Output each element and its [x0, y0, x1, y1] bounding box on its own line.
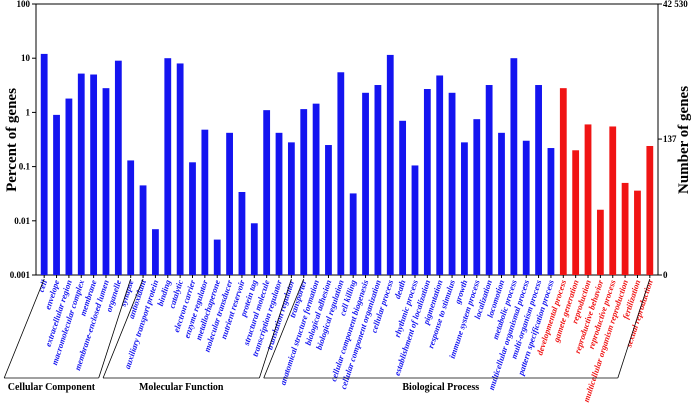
bar — [40, 53, 48, 276]
y-left-tick-label: 100 — [17, 0, 31, 9]
bar — [621, 182, 629, 275]
bar — [584, 124, 592, 276]
bar — [275, 132, 283, 275]
group-bracket-left — [263, 278, 305, 379]
y-axis-left-title: Percent of genes — [4, 88, 20, 192]
bar — [423, 89, 431, 275]
bar — [473, 119, 481, 275]
group-labels: Cellular Component Molecular Function Biol… — [3, 278, 651, 393]
bar — [386, 54, 394, 276]
group-label: Molecular Function — [139, 382, 224, 393]
bars — [40, 53, 654, 276]
bar — [535, 85, 542, 275]
bar — [139, 185, 147, 275]
group-bracket-right — [98, 278, 132, 379]
bar — [213, 239, 221, 275]
bar — [201, 129, 209, 275]
bar — [189, 162, 196, 275]
bar — [362, 92, 369, 276]
bar — [77, 73, 85, 275]
bar — [300, 109, 308, 276]
bar — [127, 160, 135, 275]
group-bracket-left — [3, 278, 45, 379]
bar — [287, 142, 295, 275]
bar — [65, 98, 73, 275]
bar — [522, 140, 530, 275]
y-right-tick-label: 42 530 — [663, 0, 688, 9]
group-label: Biological Process — [402, 382, 479, 393]
bar — [559, 88, 567, 275]
y-right-tick-label: 0 — [663, 270, 668, 280]
bar — [226, 132, 233, 275]
group-bracket-left — [102, 278, 144, 379]
bar — [349, 193, 357, 275]
bar — [411, 165, 419, 275]
bar — [114, 60, 122, 276]
bar — [337, 72, 345, 275]
bar — [436, 75, 444, 276]
bar — [374, 85, 382, 275]
y-right-tick-label: 137 — [663, 134, 677, 144]
bar — [250, 223, 258, 275]
group-bracket-right — [617, 278, 651, 379]
group-bracket-right — [258, 278, 292, 379]
y-left-tick-label: 0.1 — [19, 162, 31, 172]
bar — [448, 92, 456, 276]
bar — [90, 74, 98, 275]
axis-ticks: 100 10 1 0.1 0.01 0.001 42 530 137 0 — [10, 0, 689, 280]
bar — [609, 126, 617, 275]
bar — [263, 110, 271, 275]
bar — [312, 103, 320, 275]
group-label: Cellular Component — [8, 382, 96, 393]
bar — [485, 85, 493, 275]
bar — [510, 58, 518, 276]
bar — [498, 132, 505, 275]
bar — [53, 114, 60, 275]
bar — [238, 191, 246, 275]
bar — [164, 58, 172, 276]
y-left-tick-label: 0.01 — [14, 216, 30, 226]
category-label: cell — [36, 278, 49, 293]
bar — [102, 88, 110, 275]
bar — [596, 209, 604, 275]
bar — [461, 142, 468, 275]
bar — [176, 63, 184, 276]
y-left-tick-label: 1 — [26, 107, 31, 117]
y-axis-right-title: Number of genes — [676, 86, 692, 194]
bar — [325, 145, 332, 275]
bar — [634, 190, 641, 275]
bar — [646, 145, 654, 275]
bar — [572, 150, 580, 275]
bar — [399, 120, 407, 275]
bar — [547, 148, 555, 275]
y-left-tick-label: 10 — [21, 53, 31, 63]
bar — [152, 229, 159, 275]
y-left-tick-label: 0.001 — [10, 270, 31, 280]
